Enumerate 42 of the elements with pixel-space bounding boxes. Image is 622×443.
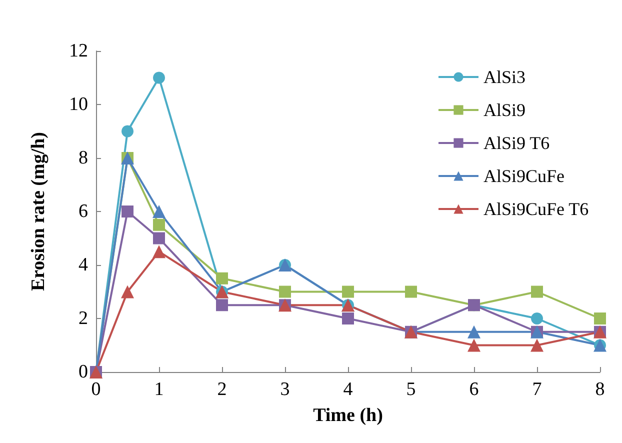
x-tick-label: 5 (406, 379, 416, 400)
point (531, 312, 543, 324)
x-tick-label: 2 (217, 379, 227, 400)
point (531, 286, 543, 298)
y-axis-title: Erosion rate (mg/h) (28, 132, 49, 292)
y-tick-label: 0 (78, 362, 88, 382)
y-tick-label: 12 (69, 40, 88, 62)
x-tick-label: 1 (154, 379, 164, 400)
y-tick-label: 10 (69, 94, 88, 115)
point (152, 245, 166, 258)
point (594, 312, 606, 324)
legend-label: AlSi9CuFe (483, 166, 565, 186)
point (216, 272, 228, 284)
point (342, 312, 354, 324)
point (153, 72, 165, 84)
x-tick-label: 8 (595, 379, 605, 400)
legend-label: AlSi3 (483, 67, 526, 87)
x-axis-title: Time (h) (313, 405, 383, 426)
y-tick-label: 6 (78, 201, 88, 222)
x-tick-label: 6 (469, 379, 479, 400)
point (405, 286, 417, 298)
legend-label: AlSi9 T6 (483, 133, 550, 153)
y-tick-label: 8 (78, 148, 88, 168)
point (468, 325, 480, 338)
point (279, 286, 291, 298)
point (153, 232, 165, 244)
legend-label: AlSi9CuFe T6 (483, 199, 589, 219)
y-tick-label: 4 (78, 254, 88, 276)
x-tick-label: 4 (343, 379, 354, 400)
point (122, 206, 134, 218)
x-tick-label: 7 (532, 379, 542, 400)
point (152, 205, 166, 218)
point (530, 338, 544, 352)
legend-label: AlSi9 (483, 100, 526, 120)
x-tick-label: 3 (280, 379, 290, 400)
point (153, 218, 165, 231)
point (342, 286, 354, 298)
point (468, 338, 480, 352)
point (121, 285, 134, 298)
y-tick-label: 2 (78, 308, 88, 329)
point (122, 125, 134, 138)
point (216, 299, 228, 312)
